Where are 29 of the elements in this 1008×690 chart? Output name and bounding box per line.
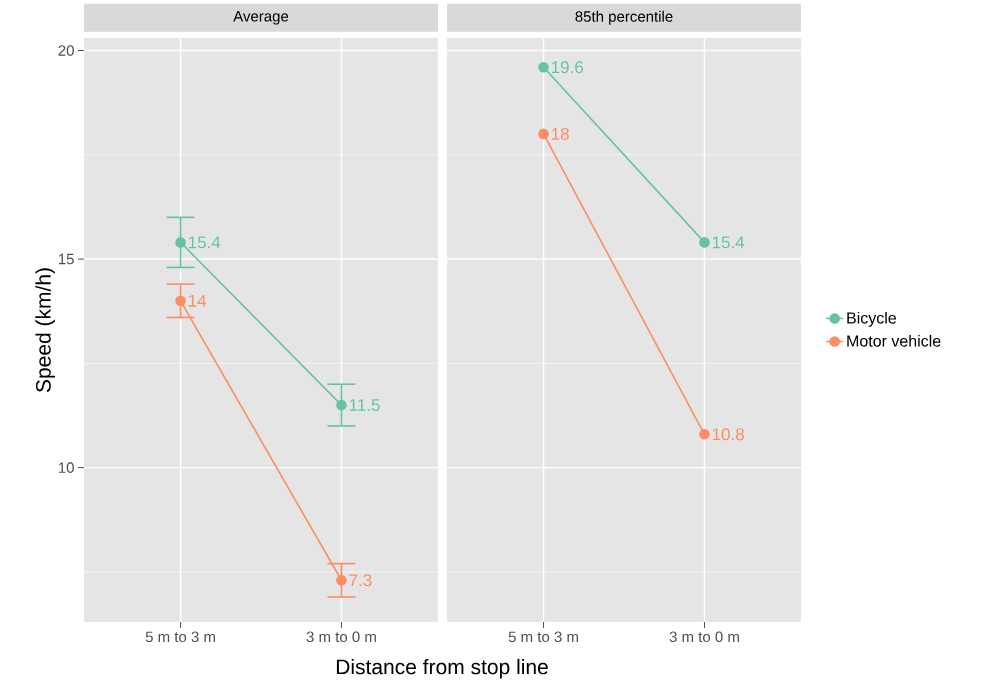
legend-label: Motor vehicle [847, 334, 941, 347]
point [175, 295, 186, 307]
y-axis-title: Speed (km/h) [35, 268, 55, 393]
data-label: 19.6 [551, 61, 584, 74]
x-tick-label: 3 m to 0 m [306, 631, 376, 643]
data-label: 7.3 [349, 574, 372, 587]
data-label: 10.8 [712, 428, 744, 441]
point [538, 128, 549, 140]
point [538, 61, 549, 73]
chart-title: 85th percentile [575, 10, 673, 25]
data-label: 15.4 [712, 236, 745, 249]
point [336, 399, 347, 411]
x-tick-label: 5 m to 3 m [508, 631, 578, 643]
y-tick-label: 20 [58, 45, 74, 56]
x-tick-label: 5 m to 3 m [145, 631, 215, 643]
point [336, 574, 347, 586]
point [699, 237, 710, 248]
y-tick-label: 10 [58, 462, 74, 473]
point [699, 428, 710, 440]
data-label: 11.5 [349, 399, 380, 412]
x-axis-title: Distance from stop line [336, 658, 548, 679]
point [175, 237, 186, 248]
x-tick-label: 3 m to 0 m [669, 631, 739, 643]
y-tick-label: 15 [58, 253, 74, 265]
legend-label: Bicycle [847, 311, 896, 327]
data-label: 14 [188, 294, 207, 307]
data-label: 18 [551, 127, 569, 140]
chart-title: Average [233, 11, 289, 25]
data-label: 15.4 [188, 236, 221, 249]
